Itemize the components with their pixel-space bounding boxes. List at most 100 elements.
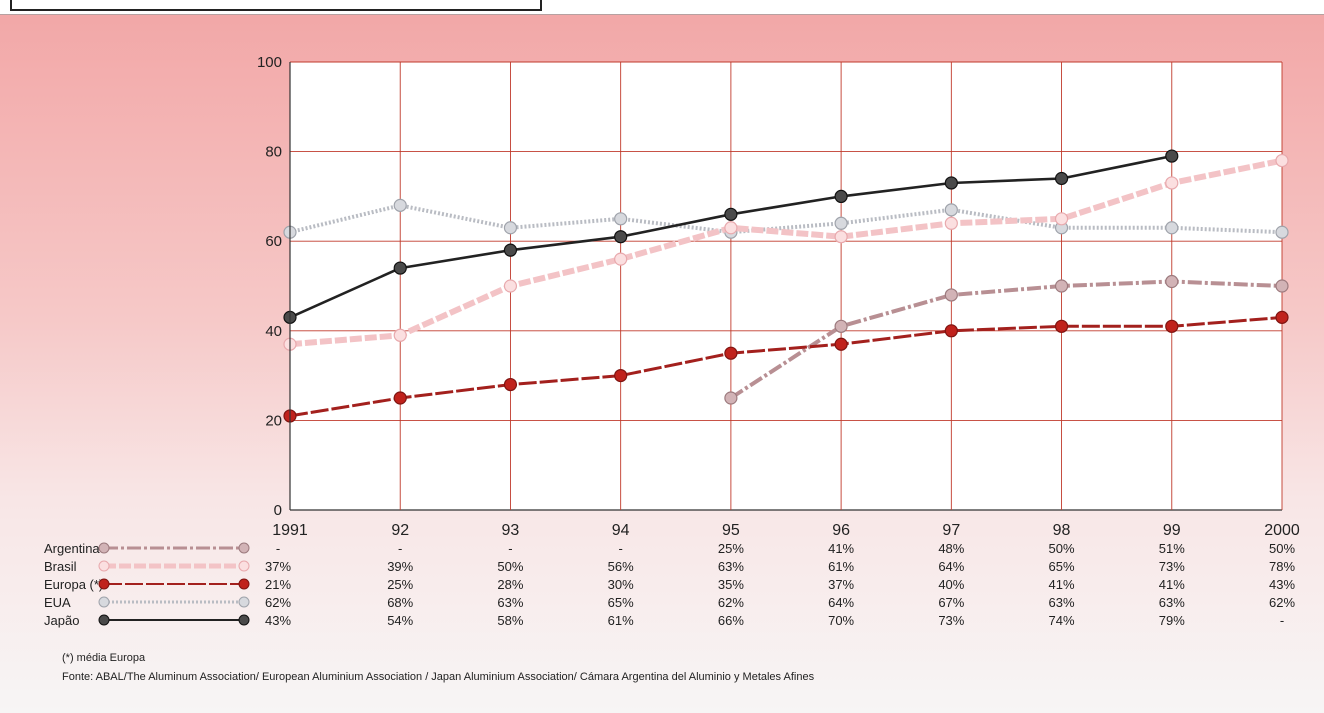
data-point — [1275, 153, 1289, 168]
legend-marker — [238, 560, 250, 572]
data-point — [1275, 310, 1289, 324]
x-tick-label: 95 — [722, 522, 740, 539]
x-tick-label: 99 — [1163, 522, 1181, 539]
data-label: 21% — [265, 577, 291, 592]
data-label: 65% — [1049, 559, 1075, 574]
data-point — [1054, 212, 1069, 226]
y-tick-label: 60 — [265, 233, 282, 250]
data-label: 51% — [1159, 541, 1185, 556]
data-label: 64% — [828, 595, 854, 610]
data-point — [1165, 319, 1179, 333]
data-point — [724, 221, 738, 235]
data-label: 61% — [608, 613, 634, 628]
series-lines — [283, 149, 1289, 423]
data-label: - — [398, 541, 402, 556]
data-point — [393, 328, 407, 342]
data-label: 41% — [1159, 577, 1185, 592]
legend-label: Brasil — [44, 559, 77, 574]
source-note: Fonte: ABAL/The Aluminum Association/ Eu… — [62, 671, 815, 683]
data-point — [834, 216, 848, 230]
data-label: 30% — [608, 577, 634, 592]
data-point — [614, 369, 628, 383]
data-point — [1054, 171, 1069, 186]
data-label: 40% — [938, 577, 964, 592]
legend-marker — [238, 578, 250, 590]
data-label: 63% — [1049, 595, 1075, 610]
x-tick-label: 97 — [942, 522, 960, 539]
data-point — [393, 391, 407, 405]
data-label: 48% — [938, 541, 964, 556]
x-tick-label: 2000 — [1264, 522, 1300, 539]
legend-marker — [98, 578, 110, 590]
data-point — [834, 337, 848, 351]
data-point — [503, 377, 518, 392]
data-label: - — [508, 541, 512, 556]
x-tick-label: 92 — [391, 522, 409, 539]
legend-label: Argentina — [44, 541, 100, 556]
data-point — [944, 216, 958, 230]
data-label: 28% — [497, 577, 523, 592]
y-tick-label: 40 — [265, 323, 282, 340]
data-point — [944, 176, 958, 190]
series-line — [289, 203, 1283, 235]
data-point — [1054, 279, 1069, 293]
data-label: 43% — [265, 613, 291, 628]
data-label: 25% — [387, 577, 413, 592]
data-label: 35% — [718, 577, 744, 592]
data-label: 61% — [828, 559, 854, 574]
data-label: 66% — [718, 613, 744, 628]
data-label: 50% — [1269, 541, 1295, 556]
legend-marker — [238, 596, 250, 608]
footnote: (*) média Europa — [62, 652, 146, 664]
data-label: 74% — [1049, 613, 1075, 628]
data-label: 67% — [938, 595, 964, 610]
data-label: 62% — [265, 595, 291, 610]
x-tick-label: 93 — [502, 522, 520, 539]
data-label: - — [276, 541, 280, 556]
top-tab — [10, 0, 542, 11]
data-point — [1165, 149, 1179, 163]
legend-marker — [238, 614, 250, 626]
data-label: 43% — [1269, 577, 1295, 592]
data-label: 64% — [938, 559, 964, 574]
legend-label: Europa (*) — [44, 577, 103, 592]
top-bar — [0, 0, 1324, 15]
legend-marker — [98, 596, 110, 608]
x-tick-label: 94 — [612, 522, 630, 539]
y-tick-label: 0 — [274, 502, 282, 519]
data-label: 73% — [938, 613, 964, 628]
series-line — [289, 315, 1283, 418]
data-label: - — [618, 541, 622, 556]
data-point — [724, 391, 738, 405]
data-point — [834, 189, 848, 203]
x-tick-label: 1991 — [272, 522, 308, 539]
series-line — [729, 279, 1283, 400]
data-label: 62% — [1269, 595, 1295, 610]
data-label: 37% — [265, 559, 291, 574]
legend-marker — [238, 542, 250, 554]
data-label: 41% — [1049, 577, 1075, 592]
data-point — [503, 243, 518, 257]
data-label: 62% — [718, 595, 744, 610]
data-label: 78% — [1269, 559, 1295, 574]
data-label: 50% — [497, 559, 523, 574]
data-point — [1275, 279, 1289, 293]
data-label: 41% — [828, 541, 854, 556]
data-point — [393, 198, 407, 212]
y-tick-label: 100 — [257, 54, 282, 71]
data-label: 37% — [828, 577, 854, 592]
data-point — [1165, 176, 1179, 190]
data-point — [834, 319, 848, 333]
data-point — [1165, 274, 1179, 289]
data-label: 63% — [1159, 595, 1185, 610]
data-label: 63% — [497, 595, 523, 610]
data-point — [503, 221, 518, 235]
data-point — [393, 261, 407, 275]
data-label: 68% — [387, 595, 413, 610]
data-label: 65% — [608, 595, 634, 610]
data-point — [614, 230, 628, 244]
data-point — [944, 288, 958, 302]
legend-label: Japão — [44, 613, 79, 628]
